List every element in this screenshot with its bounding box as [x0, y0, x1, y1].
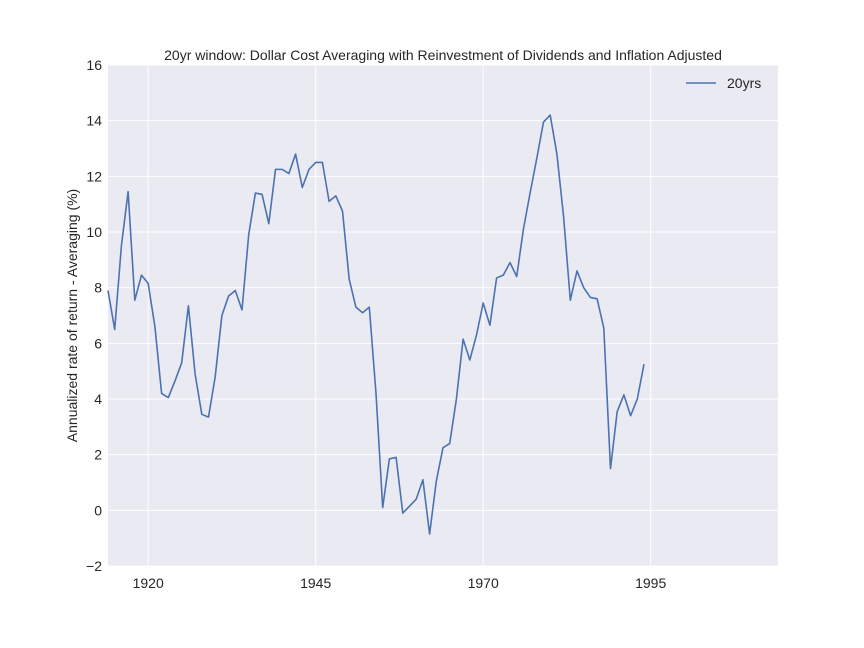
series-layer — [107, 114, 645, 535]
x-tick-label: 1945 — [300, 575, 331, 591]
y-tick-label: 16 — [86, 57, 102, 73]
x-tick-labels: 1920 1945 1970 1995 — [133, 575, 667, 591]
y-tick-label: 8 — [94, 280, 102, 296]
x-tick-label: 1920 — [133, 575, 164, 591]
legend: 20yrs — [686, 75, 761, 91]
x-tick-label: 1970 — [468, 575, 499, 591]
y-tick-label: 0 — [94, 502, 102, 518]
y-tick-label: 2 — [94, 447, 102, 463]
series-line-20yrs — [107, 114, 645, 535]
y-tick-label: 6 — [94, 335, 102, 351]
y-tick-labels: −2 0 2 4 6 8 10 12 14 16 — [86, 57, 102, 574]
y-axis-label: Annualized rate of return - Averaging (%… — [64, 189, 80, 442]
y-tick-label: 12 — [86, 168, 102, 184]
x-tick-label: 1995 — [635, 575, 666, 591]
y-tick-label: 10 — [86, 224, 102, 240]
legend-label-20yrs: 20yrs — [727, 75, 761, 91]
grid-lines — [108, 64, 778, 567]
y-tick-label: 14 — [86, 113, 102, 129]
chart-title: 20yr window: Dollar Cost Averaging with … — [164, 47, 722, 63]
y-tick-label: −2 — [86, 558, 102, 574]
plot-area — [108, 65, 778, 566]
y-tick-label: 4 — [94, 391, 102, 407]
